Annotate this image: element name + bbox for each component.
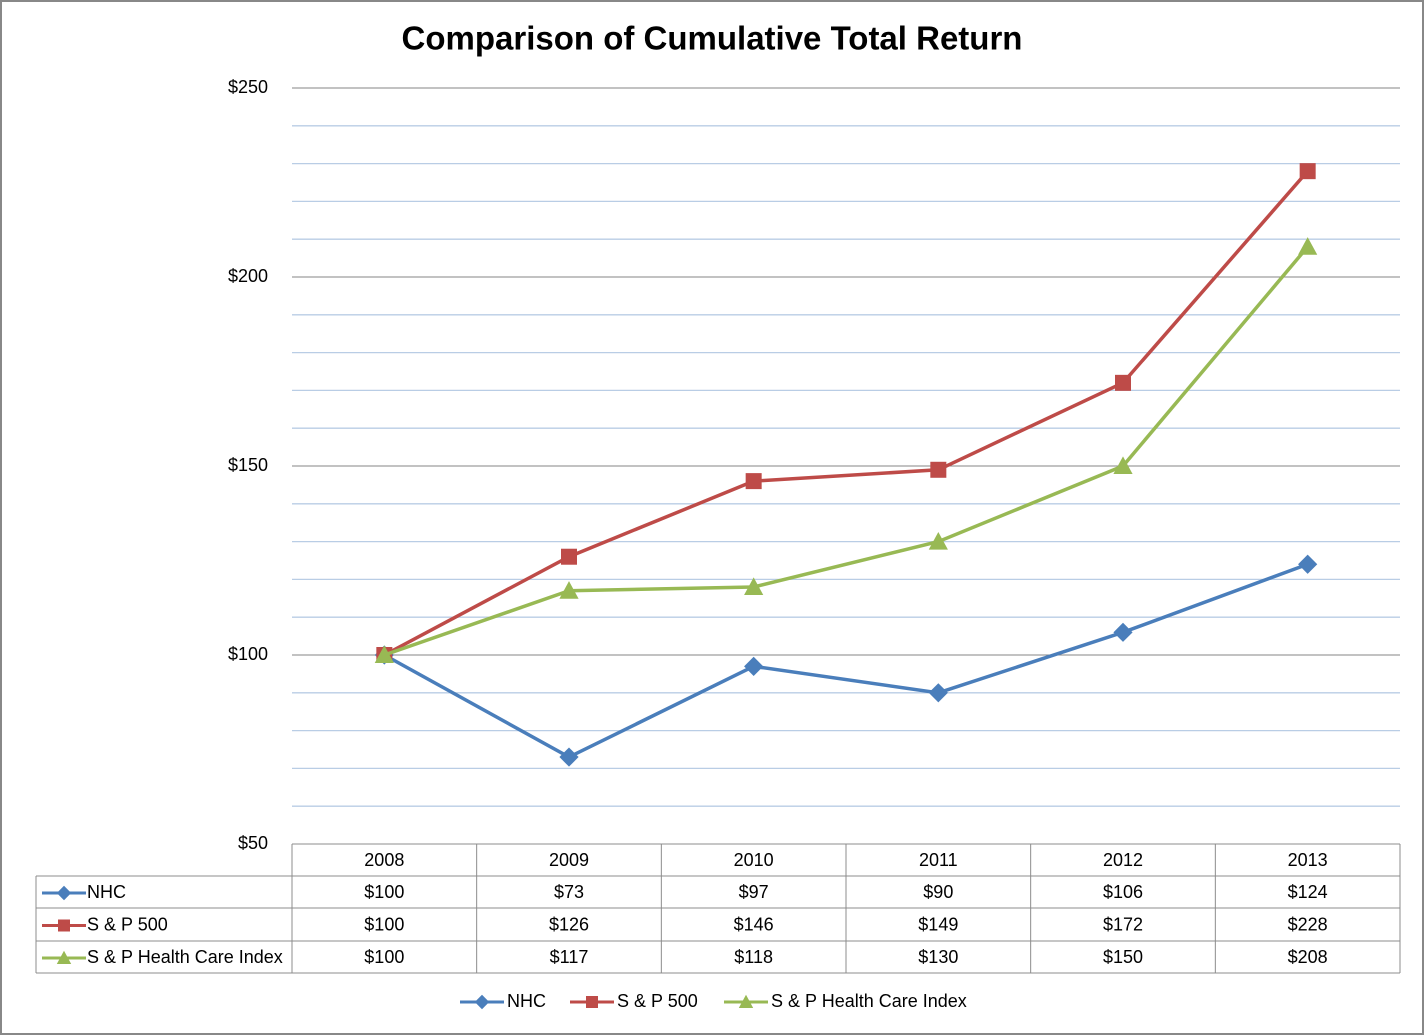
- table-cell: $90: [923, 882, 953, 902]
- table-cell: $149: [918, 914, 958, 934]
- marker: [1298, 237, 1318, 255]
- table-cell: $130: [918, 947, 958, 967]
- table-row-label: S & P 500: [87, 914, 168, 934]
- y-tick-label: $150: [228, 455, 268, 475]
- table-cell: $100: [364, 914, 404, 934]
- series-line: [383, 170, 1309, 657]
- table-cell: $146: [734, 914, 774, 934]
- table-cell: $97: [739, 882, 769, 902]
- x-tick-label: 2011: [919, 850, 958, 870]
- marker: [374, 645, 394, 663]
- marker: [928, 532, 948, 550]
- marker: [1299, 163, 1316, 180]
- table-row-label: NHC: [87, 882, 126, 902]
- table-cell: $100: [364, 947, 404, 967]
- x-tick-label: 2013: [1288, 850, 1328, 870]
- series-line: [383, 245, 1310, 657]
- legend-marker: [738, 994, 754, 1008]
- marker: [559, 581, 579, 599]
- legend-marker: [56, 950, 72, 964]
- marker: [1113, 622, 1133, 642]
- table-cell: $124: [1288, 882, 1328, 902]
- marker: [561, 548, 577, 565]
- chart-title: Comparison of Cumulative Total Return: [402, 20, 1023, 57]
- marker: [744, 577, 764, 595]
- series-line: [383, 562, 1309, 760]
- marker: [744, 656, 764, 676]
- legend-label: NHC: [507, 991, 546, 1011]
- table-cell: $73: [554, 882, 584, 902]
- marker: [930, 461, 947, 478]
- table-cell: $106: [1103, 882, 1143, 902]
- table-cell: $118: [734, 947, 773, 967]
- x-tick-label: 2008: [364, 850, 404, 870]
- legend-marker: [56, 885, 72, 901]
- marker: [1298, 554, 1318, 574]
- legend-label: S & P 500: [617, 991, 698, 1011]
- marker: [928, 683, 948, 703]
- legend-label: S & P Health Care Index: [771, 991, 967, 1011]
- x-tick-label: 2009: [549, 850, 589, 870]
- marker: [745, 473, 762, 490]
- table-cell: $172: [1103, 914, 1143, 934]
- table-row-label: S & P Health Care Index: [87, 947, 283, 967]
- table-cell: $150: [1103, 947, 1143, 967]
- x-tick-label: 2010: [734, 850, 774, 870]
- y-tick-label: $200: [228, 266, 268, 286]
- table-cell: $126: [549, 914, 589, 934]
- table-cell: $208: [1288, 947, 1328, 967]
- table-cell: $228: [1288, 914, 1328, 934]
- marker: [1115, 374, 1131, 391]
- marker: [1113, 456, 1133, 474]
- x-tick-label: 2012: [1103, 850, 1143, 870]
- legend-marker: [586, 996, 598, 1008]
- y-tick-label: $250: [228, 77, 268, 97]
- table-cell: $100: [364, 882, 404, 902]
- legend-marker: [58, 919, 70, 932]
- legend-marker: [474, 994, 490, 1010]
- marker: [559, 747, 579, 767]
- y-tick-label: $100: [228, 644, 268, 664]
- y-tick-label: $50: [238, 833, 268, 853]
- table-cell: $117: [550, 947, 589, 967]
